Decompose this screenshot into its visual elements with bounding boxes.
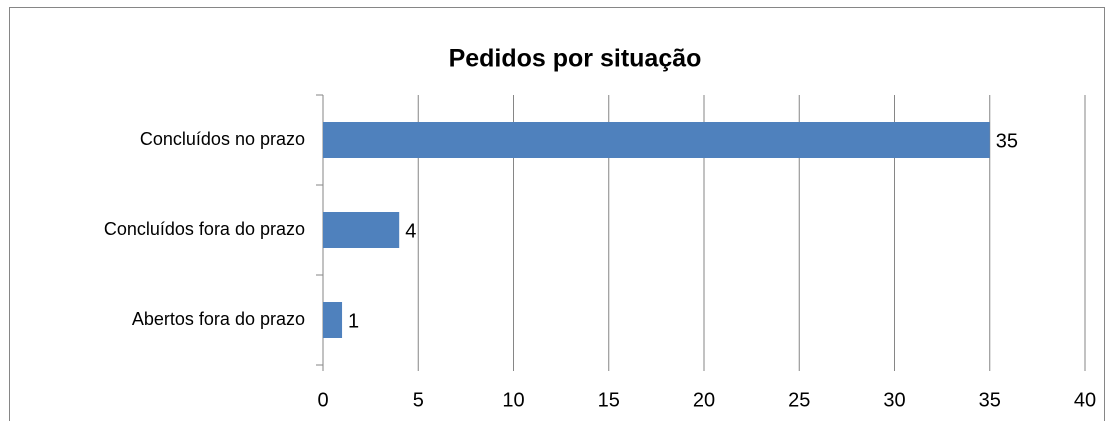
- y-tick-label: Abertos fora do prazo: [132, 309, 305, 329]
- bar: [323, 302, 343, 338]
- data-label: 4: [405, 220, 416, 242]
- x-tick-label: 0: [317, 389, 328, 411]
- x-tick-label: 25: [788, 389, 810, 411]
- x-tick-label: 20: [693, 389, 715, 411]
- x-tick-label: 5: [413, 389, 424, 411]
- x-tick-label: 15: [598, 389, 620, 411]
- bar: [323, 212, 400, 248]
- bar: [323, 122, 990, 158]
- data-label: 35: [996, 130, 1018, 152]
- x-tick-label: 30: [883, 389, 905, 411]
- y-tick-label: Concluídos no prazo: [140, 129, 305, 149]
- x-tick-label: 10: [502, 389, 524, 411]
- x-tick-label: 35: [979, 389, 1001, 411]
- data-label: 1: [348, 310, 359, 332]
- y-tick-label: Concluídos fora do prazo: [104, 219, 305, 239]
- chart-title: Pedidos por situação: [449, 45, 702, 73]
- x-tick-label: 40: [1074, 389, 1096, 411]
- chart-frame: [9, 7, 1105, 421]
